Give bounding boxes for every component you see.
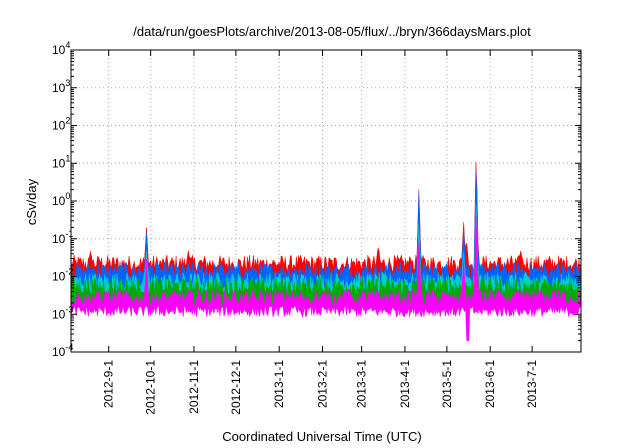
y-tick-label: 101 xyxy=(52,153,70,170)
x-tick-label: 2013-4-1 xyxy=(398,360,412,408)
y-axis-label: cSv/day xyxy=(24,178,39,225)
x-tick-label: 2012-9-1 xyxy=(102,360,116,408)
y-tick-label: 10-4 xyxy=(52,342,73,359)
y-tick-label: 100 xyxy=(52,191,70,208)
y-tick-exponent: -2 xyxy=(65,267,73,277)
x-tick-label: 2012-10-1 xyxy=(144,360,158,415)
y-tick-label: 103 xyxy=(52,78,70,95)
x-tick-label: 2013-2-1 xyxy=(316,360,330,408)
x-tick-label: 2013-1-1 xyxy=(272,360,286,408)
x-tick-label: 2013-3-1 xyxy=(355,360,369,408)
y-tick-exponent: 1 xyxy=(65,153,70,163)
x-tick-label: 2013-5-1 xyxy=(440,360,454,408)
chart-title: /data/run/goesPlots/archive/2013-08-05/f… xyxy=(133,24,531,39)
x-tick-label: 2013-7-1 xyxy=(525,360,539,408)
y-tick-label: 104 xyxy=(52,40,70,57)
y-tick-exponent: -1 xyxy=(65,229,73,239)
x-tick-label: 2012-12-1 xyxy=(229,360,243,415)
y-tick-label: 10-1 xyxy=(52,229,73,246)
series-layer xyxy=(70,162,582,353)
y-tick-exponent: -4 xyxy=(65,342,73,352)
y-tick-label: 10-2 xyxy=(52,267,73,284)
plot-frame xyxy=(70,49,582,353)
y-tick-label: 10-3 xyxy=(52,304,73,321)
series-floor xyxy=(70,304,582,353)
y-tick-exponent: 4 xyxy=(65,40,70,50)
y-tick-label: 102 xyxy=(52,116,70,133)
y-tick-exponent: 0 xyxy=(65,191,70,201)
x-tick-label: 2012-11-1 xyxy=(187,360,201,414)
x-axis-label: Coordinated Universal Time (UTC) xyxy=(222,429,421,444)
y-tick-exponent: 2 xyxy=(65,116,70,126)
y-tick-exponent: -3 xyxy=(65,304,73,314)
x-tick-label: 2013-6-1 xyxy=(483,360,497,408)
y-tick-exponent: 3 xyxy=(65,78,70,88)
